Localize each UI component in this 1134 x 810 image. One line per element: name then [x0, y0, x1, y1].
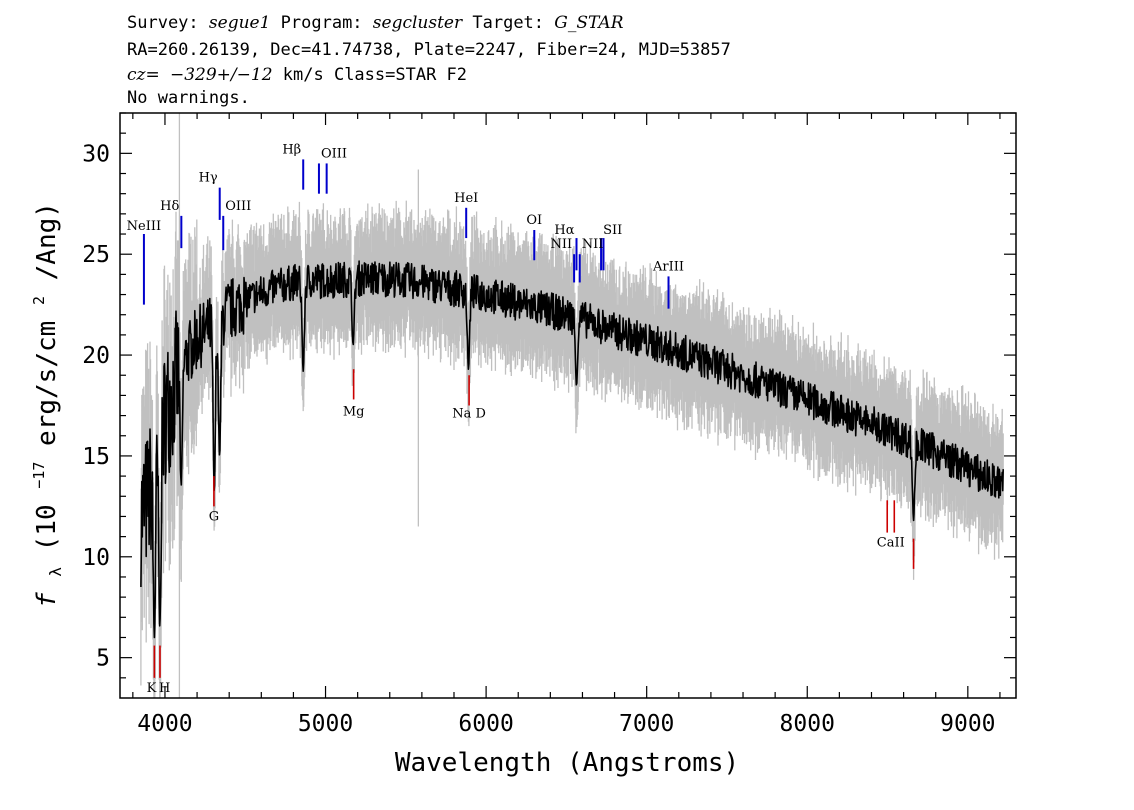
x-tick-label: 7000 [619, 711, 674, 737]
emission-line-label: NII [550, 237, 572, 252]
program-value: segcluster [373, 13, 463, 33]
absorption-line-label: Na D [452, 407, 486, 422]
x-tick-label: 9000 [940, 711, 995, 737]
header-line-3: cz= −329+/−12 km/s Class=STAR F2 [127, 65, 467, 85]
emission-line-label: OIII [321, 146, 347, 161]
y-tick-label: 15 [82, 444, 110, 470]
cz-rest: km/s Class=STAR F2 [283, 65, 467, 85]
x-tick-label: 8000 [780, 711, 835, 737]
emission-line-label: Hα [554, 223, 574, 238]
target-value: G_STAR [554, 13, 623, 33]
survey-label: Survey: [127, 13, 199, 33]
survey-value: segue1 [209, 13, 271, 33]
y-axis-label: f λ (10 −17 erg/s/cm 2 /Ang) [21, 202, 68, 608]
header-line-2: RA=260.26139, Dec=41.74738, Plate=2247, … [127, 40, 731, 60]
absorption-line-label: CaII [877, 536, 905, 551]
emission-line-label: Hγ [199, 171, 218, 186]
y-label-open: (10 [32, 504, 62, 551]
y-label-close: /Ang) [32, 202, 62, 280]
y-label-exponent-2: 2 [30, 296, 48, 305]
emission-line-label: NII [582, 237, 604, 252]
header-line-1: Survey: segue1 Program: segcluster Targe… [127, 13, 624, 33]
program-label: Program: [281, 13, 363, 33]
x-tick-label: 5000 [298, 711, 353, 737]
absorption-line-label: Mg [343, 405, 365, 420]
emission-line-label: NeIII [127, 219, 161, 234]
y-tick-label: 20 [82, 343, 110, 369]
absorption-line-label: K [147, 681, 157, 696]
x-tick-label: 6000 [458, 711, 513, 737]
cz-value: −329+/−12 [170, 65, 273, 85]
cz-label: cz= [127, 65, 160, 85]
emission-line-label: Hβ [282, 142, 301, 157]
plot-frame [119, 112, 1017, 699]
error-band-path [140, 200, 1004, 698]
emission-line-label: Hδ [160, 199, 179, 214]
emission-line-label: HeI [454, 191, 478, 206]
absorption-line-label: G [209, 509, 219, 524]
x-tick-label: 4000 [137, 711, 192, 737]
emission-line-label: SII [603, 223, 622, 238]
flux-line [140, 260, 1004, 639]
x-axis-label: Wavelength (Angstroms) [395, 748, 739, 778]
target-label: Target: [472, 13, 544, 33]
y-label-subscript: λ [46, 567, 65, 577]
emission-line-label: ArIII [652, 259, 684, 274]
y-label-exponent: −17 [30, 462, 48, 489]
y-label-symbol: f [32, 592, 62, 608]
emission-line-label: OIII [225, 199, 251, 214]
y-tick-label: 30 [82, 141, 110, 167]
y-tick-label: 25 [82, 242, 110, 268]
emission-line-label: OI [526, 213, 542, 228]
flux-series [140, 260, 1004, 639]
y-tick-label: 10 [82, 545, 110, 571]
header-line-4: No warnings. [127, 88, 250, 108]
y-tick-label: 5 [96, 646, 110, 672]
axis-ticks: 4000 5000 6000 7000 8000 9000 5 10 15 20 25 30 [82, 112, 1016, 737]
y-label-units: erg/s/cm [32, 321, 62, 446]
